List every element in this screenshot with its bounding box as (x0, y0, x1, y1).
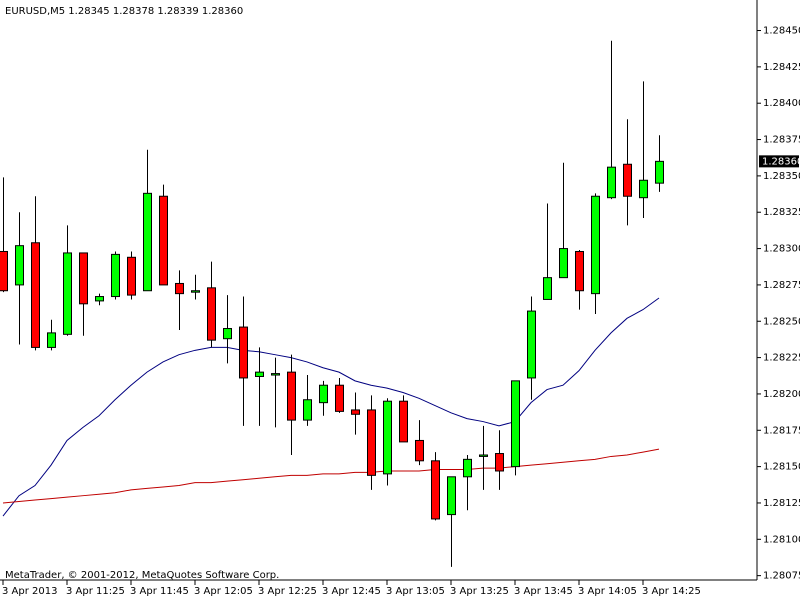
x-tick-label: 3 Apr 13:45 (514, 586, 573, 597)
y-tick-label: 1.28375 (763, 135, 800, 146)
y-tick-label: 1.28400 (763, 98, 800, 109)
candle-body (639, 179, 648, 199)
candle-body (575, 250, 584, 292)
candle-body (207, 287, 216, 341)
y-tick-label: 1.28175 (763, 425, 800, 436)
candle-body (591, 195, 600, 295)
price-label-box (759, 155, 799, 168)
candle-body (47, 332, 56, 348)
candle-body (15, 245, 24, 286)
candle-body (111, 253, 120, 298)
candle-body (0, 250, 8, 292)
footer: MetaTrader, © 2001-2012, MetaQuotes Soft… (5, 570, 279, 581)
candle-body (559, 248, 568, 279)
chart-title: EURUSD,M5 1.28345 1.28378 1.28339 1.2836… (5, 6, 243, 17)
candle-body (527, 310, 536, 379)
candle-body (239, 326, 248, 379)
candle-body (495, 453, 504, 472)
x-tick-label: 3 Apr 14:25 (642, 586, 701, 597)
y-tick-label: 1.28200 (763, 389, 800, 400)
candle-body (319, 384, 328, 404)
x-tick-label: 3 Apr 2013 (2, 586, 57, 597)
candle-body (367, 409, 376, 476)
candle-body (479, 454, 488, 457)
y-tick-label: 1.28150 (763, 462, 800, 473)
y-tick-label: 1.28325 (763, 207, 800, 218)
y-tick-label: 1.28450 (763, 26, 800, 37)
y-tick-label: 1.28350 (763, 171, 800, 182)
x-tick-label: 3 Apr 12:05 (194, 586, 253, 597)
candle-body (463, 458, 472, 478)
candle-body (543, 277, 552, 300)
candle-body (191, 290, 200, 293)
y-tick-label: 1.28075 (763, 571, 800, 582)
x-tick-label: 3 Apr 13:25 (450, 586, 509, 597)
candle-body (159, 195, 168, 286)
x-tick-label: 3 Apr 11:45 (130, 586, 189, 597)
candle-body (63, 252, 72, 335)
y-tick-label: 1.28300 (763, 244, 800, 255)
candle-body (127, 256, 136, 296)
candle-body (255, 371, 264, 377)
moving-average (2, 297, 660, 517)
x-tick-label: 3 Apr 11:25 (66, 586, 125, 597)
x-tick-label: 3 Apr 12:25 (258, 586, 317, 597)
y-tick-label: 1.28425 (763, 62, 800, 73)
candle-body (95, 296, 104, 302)
x-tick-label: 3 Apr 14:05 (578, 586, 637, 597)
price-label: 1.28360 (762, 156, 800, 167)
candle-body (383, 400, 392, 475)
candle-body (655, 160, 664, 184)
candle-body (447, 476, 456, 516)
candle-body (271, 373, 280, 376)
candle-body (143, 192, 152, 292)
y-tick-label: 1.28225 (763, 353, 800, 364)
candle-body (623, 163, 632, 197)
candle-body (31, 242, 40, 348)
candle-body (303, 399, 312, 421)
candle-body (287, 371, 296, 421)
candle-body (175, 282, 184, 295)
candle-body (335, 384, 344, 412)
candle-body (399, 400, 408, 443)
x-tick-label: 3 Apr 13:05 (386, 586, 445, 597)
candle-body (511, 380, 520, 468)
candle-body (79, 252, 88, 305)
candle-body (351, 409, 360, 415)
y-tick-label: 1.28250 (763, 316, 800, 327)
moving-average (2, 448, 660, 504)
candle-body (607, 166, 616, 199)
x-tick-label: 3 Apr 12:45 (322, 586, 381, 597)
candle-body (223, 328, 232, 340)
y-tick-label: 1.28275 (763, 280, 800, 291)
candle-body (431, 460, 440, 520)
y-tick-label: 1.28100 (763, 534, 800, 545)
candle-body (415, 439, 424, 462)
y-tick-label: 1.28125 (763, 498, 800, 509)
